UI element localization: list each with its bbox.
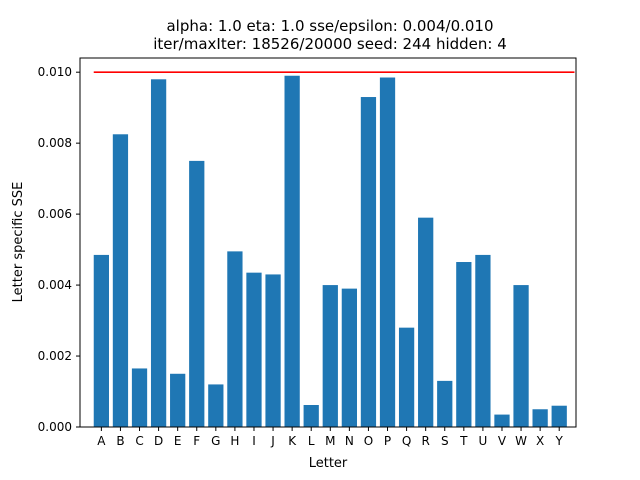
bar-N [341,288,357,427]
y-tick-label-3: 0.006 [38,207,72,221]
x-tick-label-M: M [325,434,335,448]
y-tick-label-5: 0.010 [38,65,72,79]
bar-O [360,97,377,428]
x-tick-label-X: X [536,434,544,448]
x-tick-label-V: V [498,434,507,448]
x-tick-label-L: L [308,434,315,448]
bar-R [418,217,434,427]
bar-J [265,274,281,427]
bar-S [437,380,453,427]
x-tick-label-K: K [288,434,297,448]
bar-P [379,77,396,428]
y-axis: 0.000 0.002 0.004 0.006 0.008 0.010 [38,65,80,434]
y-axis-label: Letter specific SSE [11,182,26,303]
x-tick-label-Q: Q [402,434,411,448]
x-axis-label: Letter [309,456,348,471]
x-tick-label-N: N [345,434,354,448]
bar-U [475,254,491,427]
x-tick-label-H: H [230,434,239,448]
bar-B [112,134,129,427]
x-tick-label-T: T [459,434,468,448]
plot-frame [79,57,577,428]
bar-T [456,262,472,427]
x-tick-label-O: O [364,434,373,448]
bar-K [284,75,300,427]
bar-E [170,373,186,427]
x-tick-label-P: P [384,434,391,448]
x-tick-label-I: I [252,434,256,448]
bar-A [93,254,109,427]
bar-F [189,160,205,427]
x-tick-label-B: B [116,434,124,448]
bar-X [532,409,548,427]
y-tick-label-1: 0.002 [38,349,72,363]
chart-title-line1: alpha: 1.0 eta: 1.0 sse/epsilon: 0.004/0… [166,17,493,35]
y-tick-label-0: 0.000 [38,420,72,434]
bar-W [513,285,529,427]
x-tick-label-W: W [515,434,527,448]
x-tick-label-R: R [422,434,430,448]
x-tick-label-D: D [154,434,163,448]
bar-I [246,272,262,427]
bar-D [150,79,167,428]
bar-H [227,251,243,427]
bar-G [208,384,224,427]
x-tick-label-C: C [135,434,143,448]
x-tick-label-J: J [270,434,275,448]
bar-C [131,368,148,427]
bars-group [93,75,567,428]
x-tick-label-G: G [211,434,220,448]
x-tick-label-U: U [479,434,488,448]
x-tick-label-E: E [174,434,182,448]
x-tick-label-F: F [193,434,200,448]
bar-Y [551,405,567,427]
y-tick-label-2: 0.004 [38,278,72,292]
y-tick-label-4: 0.008 [38,136,72,150]
bar-L [303,405,319,427]
x-tick-label-Y: Y [555,434,564,448]
bar-Q [398,327,415,427]
chart-title-line2: iter/maxIter: 18526/20000 seed: 244 hidd… [153,35,507,53]
x-tick-label-S: S [441,434,449,448]
bar-V [494,414,510,427]
bar-M [322,285,338,427]
x-tick-label-A: A [97,434,106,448]
